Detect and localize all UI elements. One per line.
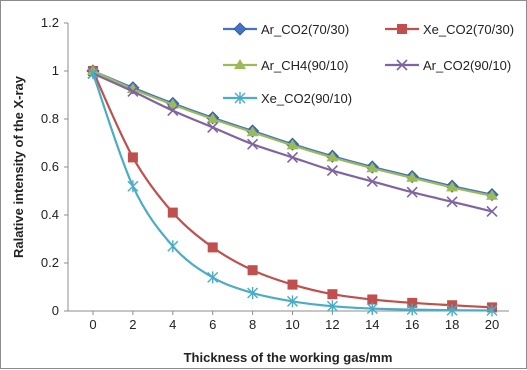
- series-group: [86, 64, 499, 317]
- data-point: [207, 271, 219, 284]
- data-point: [486, 189, 498, 200]
- series-5: [87, 67, 498, 317]
- data-point: [407, 297, 418, 308]
- y-tick-label: 1: [52, 63, 59, 78]
- legend: Ar_CO2(70/30) Xe_CO2(70/30) Ar_CH4(90/10) A…: [223, 22, 514, 106]
- data-point: [207, 242, 218, 253]
- x-tick-label: 20: [485, 317, 499, 332]
- data-point: [167, 207, 178, 218]
- data-point: [406, 303, 418, 316]
- data-point: [326, 300, 338, 313]
- x-tick-label: 10: [285, 317, 299, 332]
- legend-label: Ar_CO2(90/10): [423, 58, 511, 73]
- data-point: [486, 304, 498, 317]
- data-point: [406, 171, 419, 182]
- data-point: [127, 180, 139, 193]
- data-point: [367, 294, 378, 305]
- y-tick-label: 0.2: [41, 255, 59, 270]
- data-point: [486, 205, 498, 217]
- x-tick-label: 18: [445, 317, 459, 332]
- data-point: [327, 289, 338, 300]
- y-tick-label: 1.2: [41, 15, 59, 30]
- x-tick-label: 0: [89, 317, 96, 332]
- legend-marker: [234, 92, 246, 104]
- data-point: [167, 105, 179, 117]
- data-point: [287, 295, 298, 308]
- data-point: [87, 67, 99, 80]
- x-tick-label: 4: [169, 317, 176, 332]
- data-point: [366, 302, 378, 315]
- data-point: [406, 186, 418, 198]
- tick-labels: 0 0.2 0.4 0.6 0.8 1 1.2 0 2 4 6 8 10 12 14 16 18 20: [41, 15, 499, 332]
- data-point: [286, 139, 299, 150]
- legend-label: Ar_CO2(70/30): [261, 22, 349, 37]
- legend-marker: [233, 22, 247, 36]
- legend-marker: [397, 24, 407, 34]
- data-point: [326, 151, 339, 162]
- data-point: [287, 279, 298, 290]
- y-tick-label: 0.4: [41, 207, 59, 222]
- data-point: [246, 126, 259, 137]
- data-point: [446, 196, 458, 208]
- data-point: [366, 162, 379, 173]
- x-tick-label: 8: [249, 317, 256, 332]
- x-tick-label: 14: [365, 317, 379, 332]
- legend-item: Ar_CH4(90/10): [223, 58, 348, 73]
- legend-item: Ar_CO2(70/30): [223, 22, 349, 37]
- data-point: [247, 287, 259, 299]
- series-4: [87, 67, 498, 217]
- legend-marker: [396, 59, 408, 71]
- legend-label: Xe_CO2(70/30): [423, 22, 514, 37]
- x-axis-label: Thickness of the working gas/mm: [184, 350, 393, 365]
- x-tick-label: 6: [209, 317, 216, 332]
- y-tick-label: 0.8: [41, 111, 59, 126]
- legend-marker: [234, 59, 246, 69]
- x-tick-label: 12: [325, 317, 339, 332]
- data-point: [366, 175, 378, 187]
- data-point: [127, 152, 138, 163]
- series-line: [92, 69, 493, 196]
- data-point: [206, 113, 219, 123]
- data-point: [207, 121, 219, 133]
- y-tick-label: 0.6: [41, 159, 59, 174]
- data-point: [446, 181, 459, 192]
- y-tick-label: 0: [52, 303, 59, 318]
- data-point: [247, 265, 258, 276]
- series-line: [91, 73, 493, 312]
- data-point: [446, 304, 458, 317]
- y-axis-label: Ralative intensity of the X-ray: [11, 75, 26, 258]
- legend-item: Xe_CO2(70/30): [385, 22, 514, 37]
- x-tick-label: 2: [129, 317, 136, 332]
- legend-label: Xe_CO2(90/10): [261, 91, 352, 106]
- legend-item: Xe_CO2(90/10): [223, 91, 352, 106]
- data-point: [127, 85, 139, 97]
- legend-label: Ar_CH4(90/10): [261, 58, 348, 73]
- x-tick-label: 16: [405, 317, 419, 332]
- data-point: [286, 151, 299, 163]
- data-point: [247, 138, 259, 150]
- legend-item: Ar_CO2(90/10): [385, 58, 511, 73]
- data-point: [326, 165, 338, 177]
- data-point: [167, 240, 179, 253]
- series-line: [92, 69, 493, 197]
- series-line: [92, 70, 493, 309]
- series-3: [87, 65, 498, 200]
- series-1: [86, 64, 499, 202]
- data-point: [166, 98, 179, 109]
